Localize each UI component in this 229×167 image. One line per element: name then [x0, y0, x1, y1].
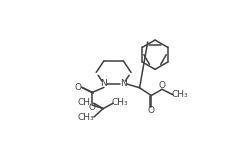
Text: CH₃: CH₃: [111, 98, 128, 107]
Text: O: O: [88, 103, 95, 112]
Text: N: N: [119, 79, 126, 89]
Text: CH₃: CH₃: [77, 98, 93, 107]
Text: N: N: [100, 79, 107, 89]
Text: CH₃: CH₃: [171, 90, 187, 99]
Text: O: O: [74, 82, 81, 92]
Text: O: O: [147, 106, 154, 115]
Text: CH₃: CH₃: [77, 113, 93, 122]
Text: O: O: [158, 81, 165, 90]
